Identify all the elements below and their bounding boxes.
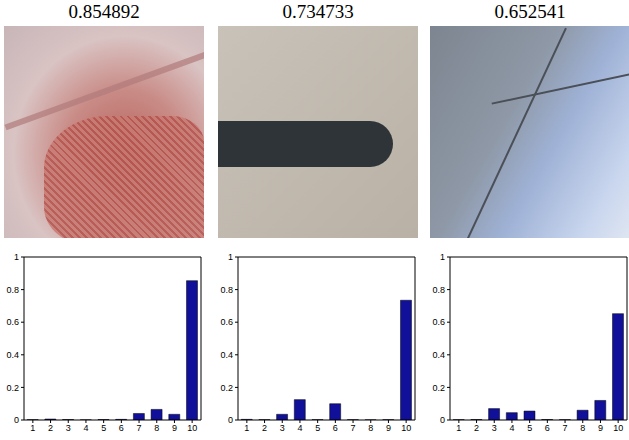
svg-text:0.4: 0.4 [432,350,445,360]
svg-text:8: 8 [580,423,585,433]
svg-text:2: 2 [48,423,53,433]
svg-text:0.2: 0.2 [220,383,233,393]
svg-text:1: 1 [14,252,19,262]
svg-text:6: 6 [333,423,338,433]
svg-text:7: 7 [563,423,568,433]
svg-text:0.4: 0.4 [220,350,233,360]
svg-text:0: 0 [228,415,233,425]
svg-text:0.8: 0.8 [432,285,445,295]
svg-text:10: 10 [613,423,623,433]
svg-text:0.4: 0.4 [6,350,19,360]
svg-text:1: 1 [228,252,233,262]
svg-text:2: 2 [262,423,267,433]
svg-text:5: 5 [527,423,532,433]
svg-text:3: 3 [66,423,71,433]
svg-text:1: 1 [244,423,249,433]
svg-text:0.2: 0.2 [432,383,445,393]
svg-text:1: 1 [440,252,445,262]
svg-text:9: 9 [386,423,391,433]
svg-text:7: 7 [137,423,142,433]
svg-text:10: 10 [401,423,411,433]
svg-text:6: 6 [119,423,124,433]
html-text:0.734733: 0.734733 [282,1,354,22]
svg-text:3: 3 [280,423,285,433]
svg-text:9: 9 [172,423,177,433]
svg-text:0.8: 0.8 [220,285,233,295]
svg-text:4: 4 [297,423,302,433]
html-text:0.854892: 0.854892 [68,1,140,22]
svg-text:0: 0 [440,415,445,425]
svg-text:0.8: 0.8 [6,285,19,295]
svg-text:8: 8 [368,423,373,433]
svg-text:1: 1 [30,423,35,433]
html-text:0.652541: 0.652541 [494,1,566,22]
svg-text:3: 3 [492,423,497,433]
svg-text:5: 5 [315,423,320,433]
svg-text:10: 10 [187,423,197,433]
svg-text:0.6: 0.6 [432,317,445,327]
svg-text:4: 4 [509,423,514,433]
svg-text:0.6: 0.6 [220,317,233,327]
svg-text:0.2: 0.2 [6,383,19,393]
svg-text:2: 2 [474,423,479,433]
svg-text:7: 7 [351,423,356,433]
svg-text:9: 9 [598,423,603,433]
svg-text:5: 5 [101,423,106,433]
svg-text:6: 6 [545,423,550,433]
svg-text:1: 1 [456,423,461,433]
svg-text:0.6: 0.6 [6,317,19,327]
svg-text:0: 0 [14,415,19,425]
svg-text:4: 4 [83,423,88,433]
svg-text:8: 8 [154,423,159,433]
